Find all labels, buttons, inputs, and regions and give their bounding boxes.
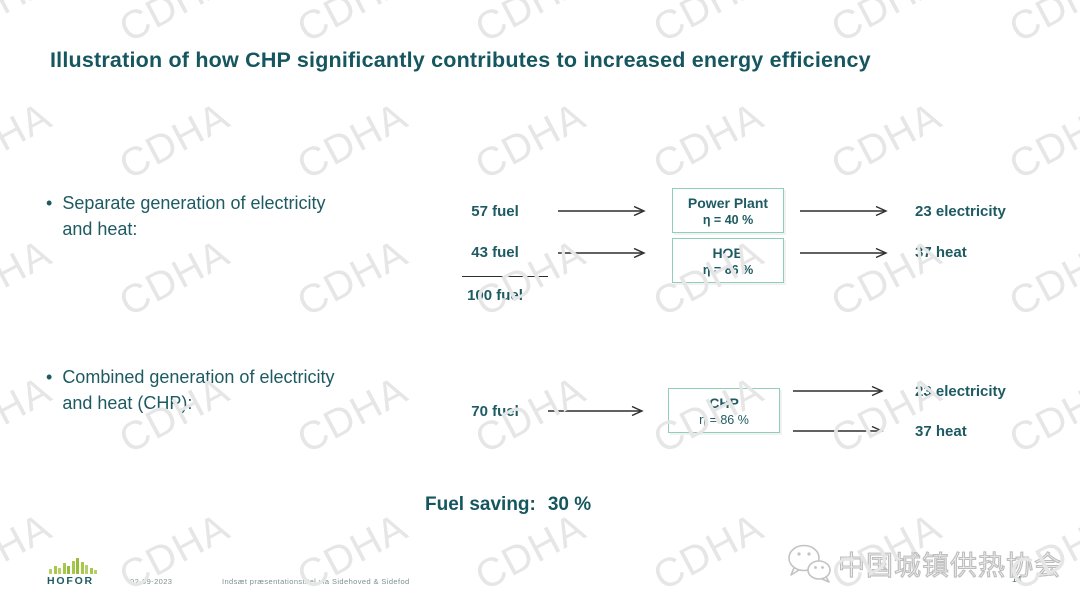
output-electricity-separate: 23 electricity xyxy=(915,203,1006,220)
power-plant-box: Power Plant η = 40 % xyxy=(672,188,784,233)
bullet-dot: • xyxy=(46,367,53,387)
fuel-total-100: 100 fuel xyxy=(467,287,523,304)
fuel-input-57: 57 fuel xyxy=(471,203,519,220)
arrow-right-icon xyxy=(548,405,644,417)
arrow-right-icon xyxy=(800,247,888,259)
hob-label: HOB xyxy=(712,244,744,261)
bullet-combined-generation: • Combined generation of electricity and… xyxy=(46,364,334,416)
fuel-saving-label: Fuel saving: xyxy=(425,494,536,515)
hofor-logo-bars xyxy=(49,558,97,574)
arrow-right-icon xyxy=(558,205,646,217)
hob-efficiency: η = 86 % xyxy=(702,262,754,277)
power-plant-efficiency: η = 40 % xyxy=(702,212,754,227)
bullet-line-2: and heat (CHP): xyxy=(62,393,193,413)
chp-box: CHP η = 86 % xyxy=(668,388,780,433)
fuel-input-70: 70 fuel xyxy=(471,403,519,420)
sum-line xyxy=(462,276,548,277)
output-electricity-chp: 23 electricity xyxy=(915,383,1006,400)
footer-note: Indsæt præsentationstitel via Sidehoved … xyxy=(222,577,410,586)
arrow-right-icon xyxy=(800,205,888,217)
hofor-logo: HOFOR xyxy=(47,558,97,587)
hob-box: HOB η = 86 % xyxy=(672,238,784,283)
association-branding: 中国城镇供热协会 xyxy=(786,542,1062,584)
association-name: 中国城镇供热协会 xyxy=(837,550,1062,581)
chp-efficiency: η = 86 % xyxy=(699,412,749,427)
bullet-line-2: and heat: xyxy=(62,219,138,239)
chp-label: CHP xyxy=(709,394,739,411)
wechat-icon xyxy=(788,544,831,583)
bullet-separate-generation: • Separate generation of electricity and… xyxy=(46,190,325,242)
bullet-dot: • xyxy=(46,193,53,213)
arrow-right-icon xyxy=(558,247,646,259)
output-heat-chp: 37 heat xyxy=(915,423,967,440)
bullet-line-1: Separate generation of electricity xyxy=(62,193,326,213)
fuel-saving: Fuel saving: 30 % xyxy=(425,494,591,516)
power-plant-label: Power Plant xyxy=(687,194,769,211)
hofor-wordmark: HOFOR xyxy=(47,575,94,587)
fuel-saving-value: 30 % xyxy=(547,494,592,515)
fuel-input-43: 43 fuel xyxy=(471,244,519,261)
footer-date: 02-09-2023 xyxy=(130,577,173,586)
output-heat-separate: 37 heat xyxy=(915,244,967,261)
page-number: 14 xyxy=(1012,574,1022,584)
arrow-right-icon xyxy=(793,425,884,437)
arrow-right-icon xyxy=(793,385,884,397)
bullet-line-1: Combined generation of electricity xyxy=(62,367,335,387)
slide-title: Illustration of how CHP significantly co… xyxy=(50,48,871,72)
